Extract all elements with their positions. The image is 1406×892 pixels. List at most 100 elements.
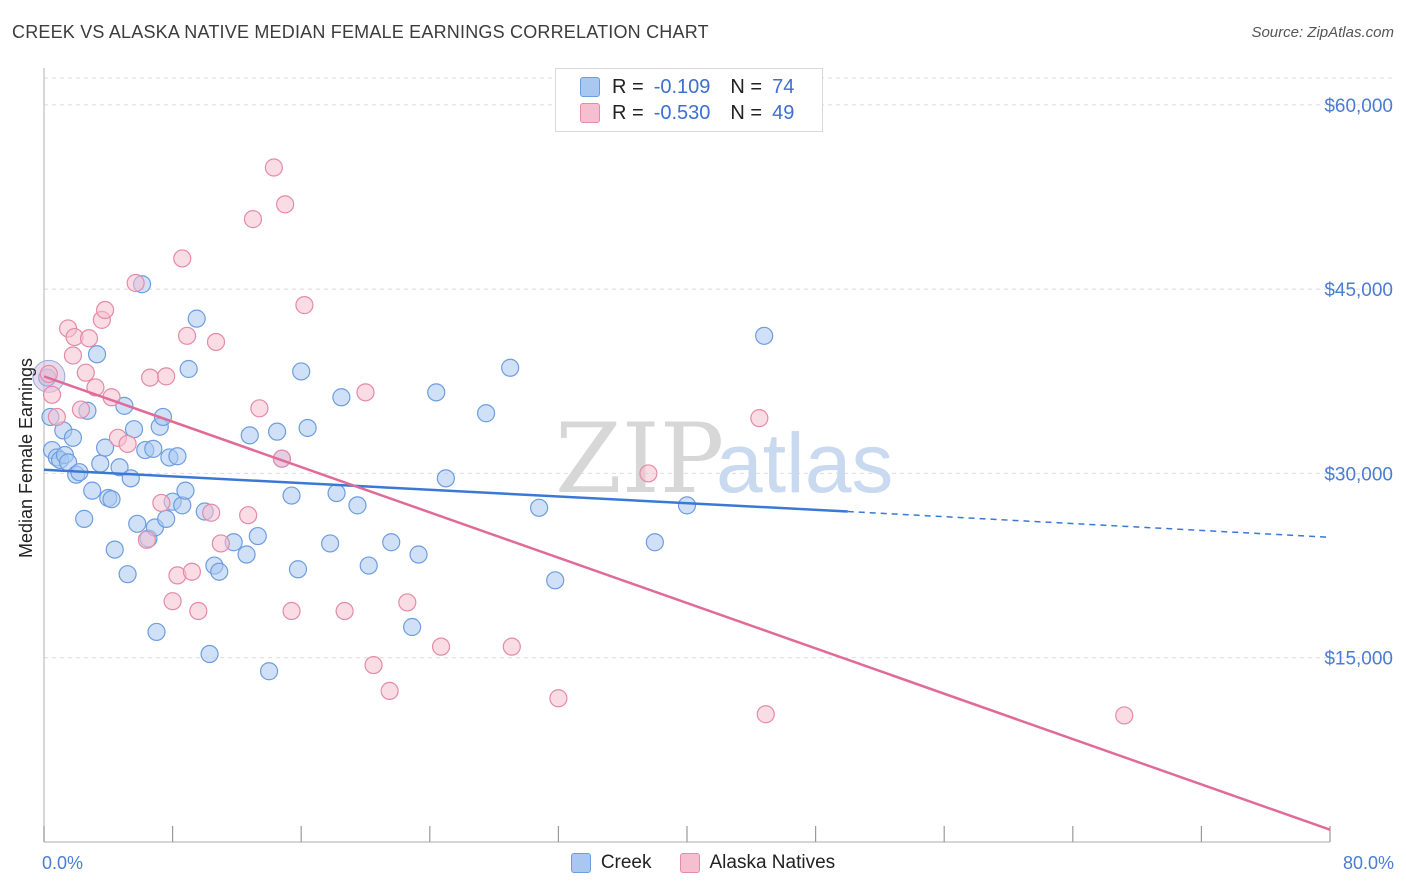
y-axis-label: Median Female Earnings <box>16 358 36 558</box>
data-point <box>168 447 187 466</box>
data-point <box>95 300 115 320</box>
data-point <box>47 407 66 427</box>
data-point <box>409 545 428 564</box>
data-point <box>86 378 105 397</box>
data-point <box>152 493 171 513</box>
data-point <box>248 526 267 546</box>
data-point <box>298 418 317 438</box>
data-point <box>153 407 173 427</box>
data-point <box>327 483 346 503</box>
data-point <box>63 346 83 365</box>
alaska-swatch <box>679 853 700 873</box>
data-point <box>546 571 565 590</box>
data-point <box>282 486 301 505</box>
data-point <box>118 434 137 454</box>
data-point <box>292 362 311 381</box>
watermark-zip: ZIP <box>555 403 724 515</box>
legend-n-value: 49 <box>772 101 795 124</box>
data-point <box>91 454 110 473</box>
data-point <box>645 533 664 552</box>
x-tick-label-max: 80.0% <box>1343 853 1394 873</box>
legend-row-creek: R = -0.109 N = 74 <box>580 74 794 100</box>
y-tick-label: $60,000 <box>1324 96 1393 117</box>
data-point <box>42 385 62 404</box>
axes <box>43 68 1331 843</box>
data-point <box>189 601 208 621</box>
legend-n-value: 74 <box>772 75 795 98</box>
data-point <box>173 249 192 268</box>
data-point <box>176 481 195 500</box>
data-point <box>250 399 269 418</box>
data-point <box>83 481 102 500</box>
data-point <box>110 458 129 477</box>
data-point <box>118 565 137 584</box>
data-point <box>206 332 226 352</box>
x-tick-labels: 0.0% 80.0% <box>42 853 1394 873</box>
data-point <box>502 637 521 656</box>
legend-r-value: -0.530 <box>653 101 711 124</box>
data-point <box>380 681 399 700</box>
data-point <box>295 296 314 315</box>
data-point <box>755 326 774 345</box>
data-point <box>356 383 375 402</box>
data-point <box>202 503 221 522</box>
data-point <box>332 388 351 407</box>
data-point <box>87 345 107 364</box>
y-tick-label: $15,000 <box>1324 649 1393 670</box>
data-point <box>364 655 383 675</box>
data-point <box>282 601 301 621</box>
data-point <box>147 622 166 642</box>
y-tick-label: $30,000 <box>1324 464 1393 485</box>
data-point <box>157 509 176 528</box>
data-point <box>335 601 354 621</box>
legend-item-creek[interactable]: Creek <box>570 852 652 874</box>
data-point <box>431 637 451 656</box>
data-point <box>639 464 658 483</box>
legend-r-label: R = <box>612 75 644 98</box>
series-legend: Creek Alaska Natives <box>0 852 1406 874</box>
watermark-atlas: atlas <box>716 416 893 510</box>
legend-n-label: N = <box>730 75 763 98</box>
data-point <box>348 496 367 515</box>
legend-swatch-creek <box>580 77 600 97</box>
data-point <box>240 426 259 445</box>
legend-swatch-alaska <box>580 103 600 123</box>
data-point <box>267 422 287 441</box>
chart-title: CREEK VS ALASKA NATIVE MEDIAN FEMALE EAR… <box>12 22 709 42</box>
data-point <box>200 644 219 664</box>
data-point <box>211 534 230 553</box>
trend-line-creek <box>43 468 848 513</box>
data-point <box>501 358 520 377</box>
data-point <box>173 496 192 515</box>
creek-label: Creek <box>600 852 652 873</box>
data-point <box>677 496 697 515</box>
data-point <box>179 359 198 379</box>
data-point <box>105 540 124 559</box>
data-point <box>63 428 83 447</box>
data-point <box>237 545 256 564</box>
data-point <box>288 560 308 579</box>
data-point <box>144 439 163 458</box>
watermark: ZIP atlas <box>555 403 893 515</box>
legend-item-alaska-natives[interactable]: Alaska Natives <box>679 852 836 874</box>
data-point <box>128 514 147 533</box>
data-point <box>549 689 568 708</box>
trend-lines <box>43 375 1331 831</box>
legend-r-value: -0.109 <box>653 75 711 98</box>
y-tick-label: $45,000 <box>1324 280 1393 301</box>
data-point <box>403 617 422 637</box>
correlation-legend: R = -0.109 N = 74 R = -0.530 N = 49 <box>555 68 823 132</box>
data-point <box>102 490 121 509</box>
x-tick-label-min: 0.0% <box>42 853 83 873</box>
data-point <box>359 556 378 575</box>
data-point <box>187 309 206 328</box>
data-point <box>126 273 145 293</box>
data-point <box>76 363 95 382</box>
alaska-label: Alaska Natives <box>709 852 836 873</box>
data-point <box>276 195 295 214</box>
data-point <box>382 533 401 552</box>
creek-swatch <box>570 853 591 873</box>
source-label: Source: ZipAtlas.com <box>1251 24 1394 41</box>
data-point <box>321 534 340 553</box>
